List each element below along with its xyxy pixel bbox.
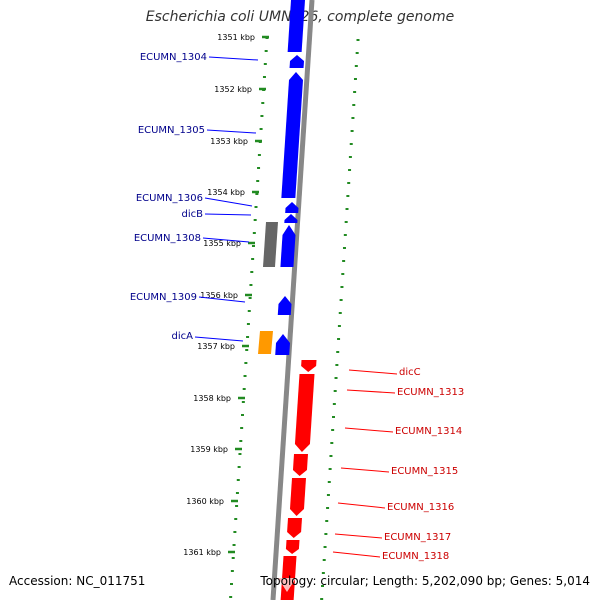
gene-feature-dica[interactable]: [258, 331, 273, 354]
ruler-tick-label: 1361 kbp: [183, 548, 221, 557]
ruler-tick-label: 1356 kbp: [200, 291, 238, 300]
ruler-tick-label: 1360 kbp: [186, 497, 224, 506]
gene-leader-line: [340, 467, 390, 473]
genome-backbone: [270, 0, 315, 600]
gene-leader-line: [208, 56, 259, 61]
gene-leader-line: [334, 533, 383, 539]
gene-label-ecumn-1316[interactable]: ECUMN_1316: [387, 502, 454, 513]
gene-label-dica[interactable]: dicA: [172, 331, 194, 342]
ruler-tick-label: 1353 kbp: [210, 137, 248, 146]
gene-feature-pseudogene[interactable]: [263, 222, 278, 267]
gene-leader-line: [332, 551, 381, 558]
gene-leader-line: [194, 336, 244, 342]
gene-feature-ecumn-1315[interactable]: [289, 478, 306, 516]
ruler-tick-label: 1357 kbp: [197, 342, 235, 351]
gene-feature-ecumn-1314[interactable]: [292, 454, 308, 476]
gene-label-ecumn-1313[interactable]: ECUMN_1313: [397, 387, 464, 398]
gene-feature-dica-partner[interactable]: [275, 334, 290, 355]
ruler-tick-label: 1355 kbp: [203, 239, 241, 248]
accession-label: Accession: NC_011751: [9, 574, 146, 588]
gene-label-ecumn-1318[interactable]: ECUMN_1318: [382, 551, 449, 562]
gene-leader-line: [346, 389, 396, 394]
gene-label-dicc[interactable]: dicC: [399, 367, 421, 378]
ruler-tick-label: 1351 kbp: [217, 33, 255, 42]
gene-label-ecumn-1309[interactable]: ECUMN_1309: [130, 292, 197, 303]
gene-feature-ecumn-1308[interactable]: [280, 225, 296, 267]
gene-feature-ecumn-1317[interactable]: [285, 540, 300, 554]
ruler-tick-label: 1358 kbp: [193, 394, 231, 403]
gene-leader-line: [344, 427, 394, 433]
gene-label-ecumn-1306[interactable]: ECUMN_1306: [136, 193, 203, 204]
gene-label-ecumn-1314[interactable]: ECUMN_1314: [395, 426, 462, 437]
gene-feature-ecumn-1306[interactable]: [285, 202, 299, 213]
gene-leader-line: [204, 213, 252, 216]
ruler-tick-label: 1359 kbp: [190, 445, 228, 454]
gene-feature-faded-tail: [278, 578, 296, 592]
ruler-tick-label: 1352 kbp: [214, 85, 252, 94]
gene-leader-line: [206, 129, 257, 134]
gene-label-ecumn-1317[interactable]: ECUMN_1317: [384, 532, 451, 543]
gene-label-ecumn-1315[interactable]: ECUMN_1315: [391, 466, 458, 477]
gene-feature-ecumn-1316[interactable]: [287, 518, 302, 538]
gene-feature-dicc[interactable]: [301, 360, 317, 372]
gene-feature-ecumn-1304[interactable]: [289, 55, 304, 68]
gene-label-dicb[interactable]: dicB: [182, 209, 204, 220]
gene-label-ecumn-1304[interactable]: ECUMN_1304: [140, 52, 207, 63]
gene-feature-ecumn-1309[interactable]: [277, 296, 292, 315]
gene-leader-line: [198, 296, 246, 303]
gene-feature-ecumn-1305[interactable]: [281, 72, 303, 198]
gene-leader-line: [337, 502, 386, 509]
genome-summary: Topology: circular; Length: 5,202,090 bp…: [260, 574, 590, 588]
ruler-tick-label: 1354 kbp: [207, 188, 245, 197]
gene-label-ecumn-1305[interactable]: ECUMN_1305: [138, 125, 205, 136]
gene-label-ecumn-1308[interactable]: ECUMN_1308: [134, 233, 201, 244]
gene-leader-line: [204, 197, 253, 207]
gene-leader-line: [348, 369, 398, 375]
gene-feature-ecumn-1304-upper[interactable]: [287, 0, 305, 52]
gene-feature-ecumn-1313[interactable]: [294, 374, 315, 452]
gene-feature-dicb[interactable]: [284, 214, 298, 223]
gene-leader-line: [202, 237, 250, 243]
